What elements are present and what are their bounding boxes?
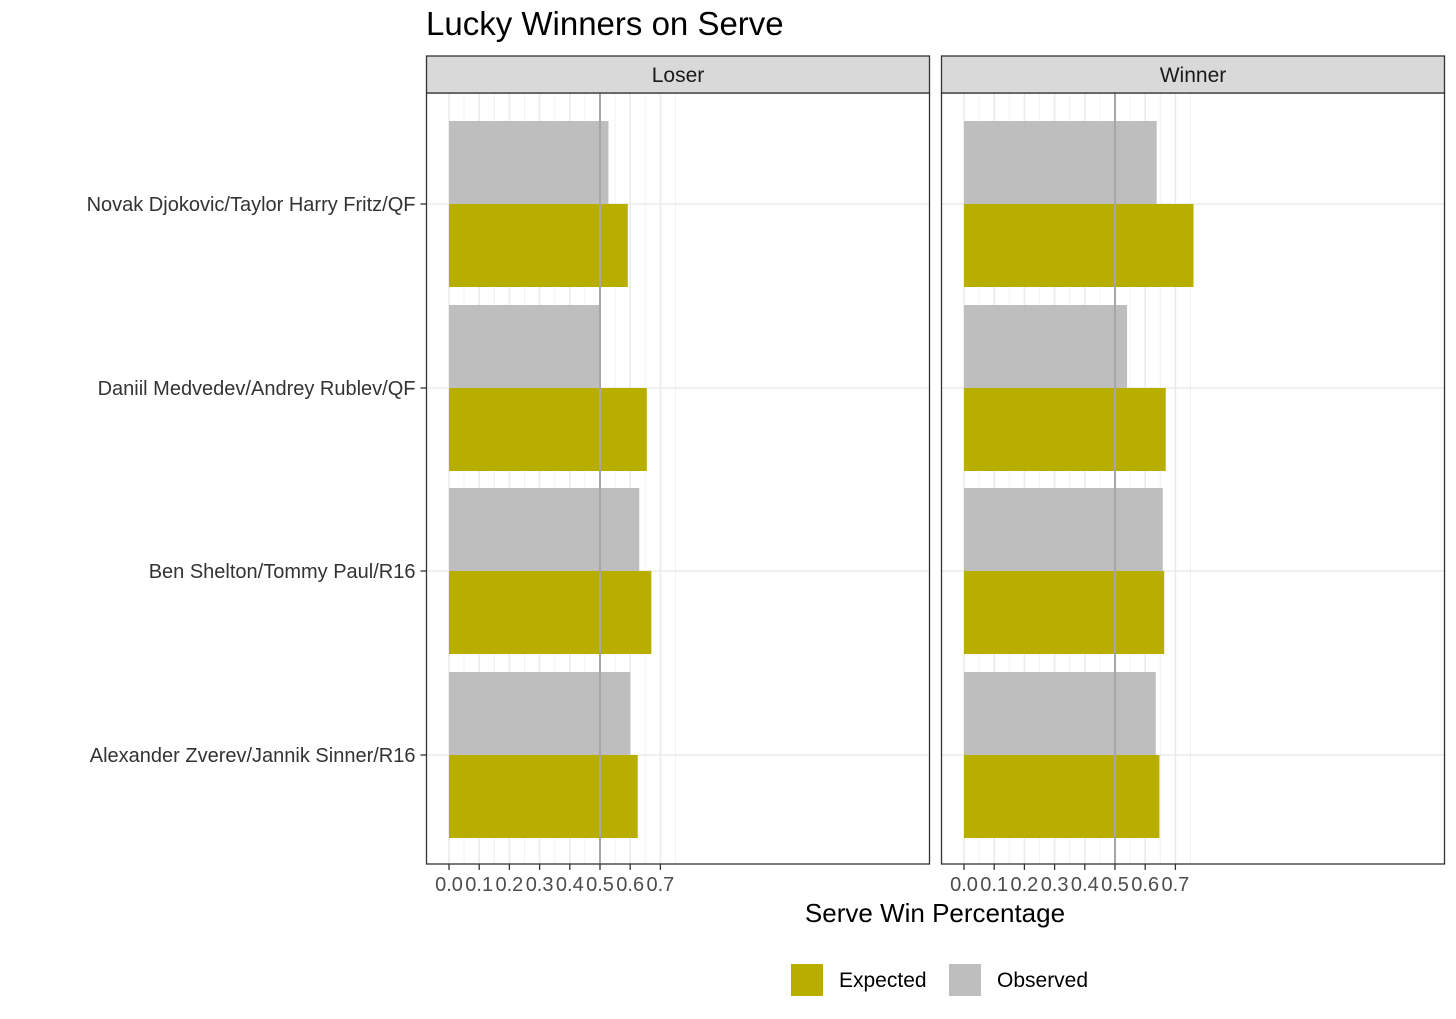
strip-label: Winner xyxy=(1160,64,1227,87)
bar-observed xyxy=(964,672,1156,755)
bar-observed xyxy=(964,121,1157,204)
category-label: Novak Djokovic/Taylor Harry Fritz/QF xyxy=(87,194,416,216)
bar-expected xyxy=(449,571,652,654)
bar-observed xyxy=(449,121,609,204)
x-tick-label: 0.6 xyxy=(616,874,644,896)
legend-swatch-expected xyxy=(791,964,823,996)
bar-expected xyxy=(964,755,1160,838)
bar-expected xyxy=(964,388,1166,471)
x-tick-label: 0.3 xyxy=(1041,874,1069,896)
panel-loser: Loser 0.0 0.1 0.2 0.3 0.4 0.5 0.6 0.7 xyxy=(425,55,931,896)
legend-swatch-observed xyxy=(949,964,981,996)
x-tick-label: 0.0 xyxy=(950,874,978,896)
category-label: Ben Shelton/Tommy Paul/R16 xyxy=(149,561,416,583)
bar-expected xyxy=(964,571,1165,654)
bar-observed xyxy=(964,305,1128,388)
bar-observed xyxy=(964,488,1163,571)
x-tick-label: 0.4 xyxy=(1071,874,1099,896)
x-tick-label: 0.5 xyxy=(586,874,614,896)
bar-expected xyxy=(449,388,647,471)
x-tick-label: 0.6 xyxy=(1131,874,1159,896)
x-tick-label: 0.5 xyxy=(1101,874,1129,896)
legend-label-observed: Observed xyxy=(997,969,1088,992)
x-tick-label: 0.2 xyxy=(495,874,523,896)
x-tick-label: 0.3 xyxy=(526,874,554,896)
bar-expected xyxy=(964,204,1194,287)
legend-label-expected: Expected xyxy=(839,969,927,992)
bar-observed xyxy=(449,488,640,571)
strip xyxy=(425,55,931,94)
x-tick-label: 0.0 xyxy=(435,874,463,896)
category-labels: Novak Djokovic/Taylor Harry Fritz/QF Dani… xyxy=(87,194,427,767)
panel-winner: Winner 0.0 0.1 0.2 0.3 0.4 0.5 0.6 0.7 xyxy=(940,55,1446,896)
x-tick-label: 0.1 xyxy=(465,874,493,896)
bar-observed xyxy=(449,305,600,388)
legend: Expected Observed xyxy=(791,964,1088,996)
bar-observed xyxy=(449,672,631,755)
x-tick-label: 0.7 xyxy=(646,874,674,896)
bar-expected xyxy=(449,755,638,838)
x-tick-label: 0.4 xyxy=(556,874,584,896)
bar-expected xyxy=(449,204,628,287)
x-tick-label: 0.7 xyxy=(1161,874,1189,896)
x-tick-label: 0.1 xyxy=(980,874,1008,896)
category-label: Daniil Medvedev/Andrey Rublev/QF xyxy=(98,378,416,400)
strip-label: Loser xyxy=(652,64,705,87)
x-tick-label: 0.2 xyxy=(1010,874,1038,896)
category-label: Alexander Zverev/Jannik Sinner/R16 xyxy=(90,745,416,767)
x-axis-title: Serve Win Percentage xyxy=(805,898,1065,928)
strip xyxy=(940,55,1446,94)
chart-title: Lucky Winners on Serve xyxy=(426,5,784,42)
